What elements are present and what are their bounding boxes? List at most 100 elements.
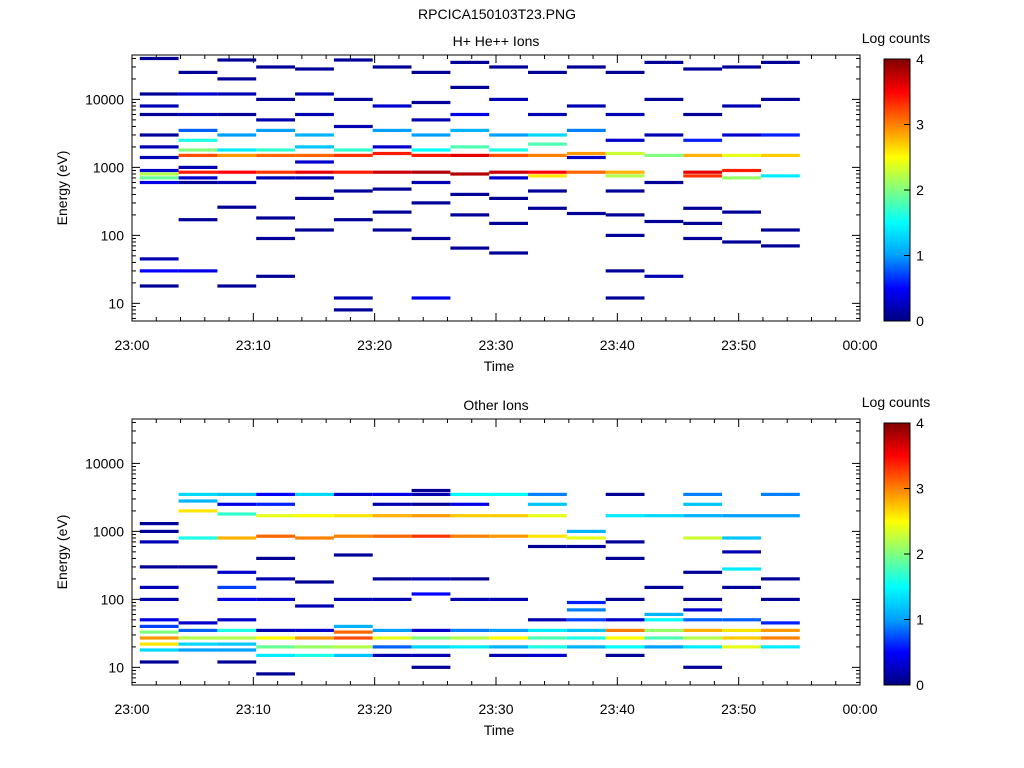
heatmap-cell (333, 492, 373, 496)
heatmap-cell (217, 618, 257, 622)
heatmap-cell (217, 112, 257, 117)
x-axis-label: Time (484, 358, 515, 374)
colorbar-tick-label: 1 (916, 612, 924, 628)
heatmap-cell (372, 145, 412, 149)
heatmap-cell (295, 645, 334, 649)
heatmap-cell (605, 636, 645, 640)
heatmap-cell (178, 492, 218, 496)
heatmap-cell (605, 151, 645, 156)
colorbar-tick-label: 4 (916, 51, 924, 67)
heatmap-cell (411, 100, 451, 105)
heatmap-cell (683, 174, 723, 178)
x-tick-label: 23:00 (114, 337, 149, 353)
heatmap-cell (372, 128, 412, 132)
heatmap-cell (411, 636, 451, 640)
heatmap-cell (489, 628, 528, 632)
heatmap-cell (139, 565, 179, 569)
heatmap-cell (411, 236, 451, 241)
heatmap-cell (372, 577, 412, 581)
heatmap-cell (450, 514, 490, 518)
heatmap-cell (683, 618, 723, 622)
heatmap-cell (411, 488, 451, 493)
heatmap-cell (178, 92, 218, 96)
heatmap-cell (333, 170, 373, 174)
heatmap-cell (295, 153, 334, 157)
heatmap-cell (722, 585, 761, 589)
x-axis-label: Time (484, 722, 515, 738)
heatmap-cell (566, 628, 606, 632)
heatmap-cell (489, 170, 528, 174)
heatmap-cell (683, 221, 723, 225)
heatmap-cell (372, 151, 412, 156)
heatmap-cell (722, 176, 761, 180)
colorbar-tick-label: 4 (916, 415, 924, 431)
heatmap-cell (761, 636, 800, 640)
heatmap-cell (722, 168, 761, 173)
heatmap-cell (139, 168, 179, 173)
heatmap-cell (566, 65, 606, 69)
heatmap-cell (256, 118, 295, 122)
heatmap-cell (333, 296, 373, 300)
heatmap-cell (761, 133, 800, 137)
heatmap-cell (683, 492, 723, 496)
heatmap-cell (178, 153, 218, 157)
heatmap-cell (217, 597, 257, 601)
heatmap-cell (761, 645, 800, 649)
heatmap-cell (761, 153, 800, 157)
heatmap-cell (178, 648, 218, 652)
heatmap-cell (139, 172, 179, 176)
heatmap-cell (372, 228, 412, 232)
heatmap-cell (489, 133, 528, 137)
heatmap-cell (295, 133, 334, 137)
heatmap-cell (295, 580, 334, 584)
heatmap-cell (333, 97, 373, 101)
heatmap-cell (256, 236, 295, 241)
heatmap-cell (256, 556, 295, 560)
heatmap-cell (450, 85, 490, 89)
heatmap-cell (411, 592, 451, 596)
heatmap-cell (528, 544, 567, 549)
colorbar-tick-label: 0 (916, 313, 924, 329)
heatmap-cell (489, 97, 528, 101)
heatmap-cell (683, 636, 723, 640)
heatmap-cell (256, 597, 295, 601)
heatmap-cell (605, 269, 645, 273)
x-tick-label: 23:00 (114, 701, 149, 717)
heatmap-cell (139, 133, 179, 137)
colorbar-tick-label: 3 (916, 481, 924, 497)
heatmap-cell (566, 128, 606, 132)
heatmap-cell (295, 196, 334, 200)
heatmap-cell (528, 653, 567, 657)
heatmap-cell (450, 628, 490, 632)
heatmap-cell (139, 648, 179, 652)
heatmap-cell (566, 645, 606, 649)
heatmap-cell (644, 636, 684, 640)
heatmap-cell (178, 170, 218, 174)
heatmap-cell (333, 653, 373, 657)
heatmap-cell (372, 645, 412, 649)
heatmap-cell (528, 142, 567, 146)
heatmap-cell (333, 189, 373, 193)
heatmap-cell (450, 153, 490, 157)
heatmap-cell (683, 665, 723, 669)
heatmap-cell (450, 577, 490, 581)
heatmap-cell (605, 492, 645, 496)
heatmap-cell (178, 70, 218, 74)
heatmap-cell (489, 251, 528, 255)
heatmap-cell (644, 219, 684, 224)
heatmap-cell (333, 308, 373, 312)
heatmap-cell (139, 636, 179, 640)
heatmap-cell (178, 621, 218, 625)
heatmap-cell (528, 189, 567, 193)
heatmap-cell (256, 577, 295, 581)
heatmap-cell (139, 145, 179, 149)
panel-other-ions: Other Ions 23:00 23:10 23:20 23:30 23:40 23:50… (54, 394, 930, 738)
heatmap-cell (528, 174, 567, 178)
heatmap-cell (295, 628, 334, 632)
heatmap-cell (450, 636, 490, 640)
heatmap-cell (217, 585, 257, 589)
heatmap-cell (139, 180, 179, 185)
heatmap-cell (217, 648, 257, 652)
y-tick-label: 10000 (85, 455, 124, 471)
heatmap-cell (217, 642, 257, 646)
